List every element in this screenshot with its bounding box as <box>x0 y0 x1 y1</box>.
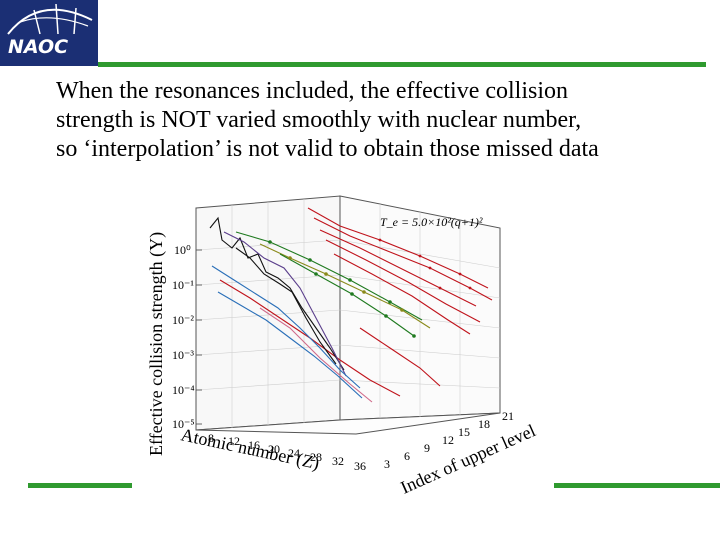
curve-green-1 <box>235 231 423 321</box>
logo-arcs-icon <box>7 3 93 35</box>
y-tick-label: 15 <box>458 425 470 439</box>
curve-blue-2 <box>217 291 363 399</box>
curve-olive-1 <box>259 243 431 329</box>
plot-grid <box>195 199 501 428</box>
bottom-right-green-rule <box>554 483 720 488</box>
y-tick-label: 18 <box>478 417 490 431</box>
x-tick-label: 28 <box>310 450 322 464</box>
caption-text: When the resonances included, the effect… <box>56 77 696 164</box>
x-tick-label: 16 <box>248 438 260 452</box>
z-tick-label: 10⁰ <box>174 243 191 257</box>
curve-black-1 <box>209 216 345 371</box>
y-tick-label: 9 <box>424 441 430 455</box>
z-axis-title: Effective collision strength (Υ) <box>146 232 167 456</box>
top-green-rule <box>98 62 706 67</box>
collision-strength-3d-plot: T_e = 5.0×10²(q+1)² 10⁰ 10⁻¹ 10⁻² 10⁻³ 1… <box>140 188 560 500</box>
data-curves <box>209 207 493 403</box>
x-tick-labels: 8 12 16 20 24 28 32 36 <box>208 431 366 473</box>
curve-red-5 <box>333 253 471 335</box>
x-tick-label: 32 <box>332 454 344 468</box>
naoc-logo: NAOC <box>0 0 98 66</box>
x-tick-label: 24 <box>288 446 300 460</box>
caption-line-1: When the resonances included, the effect… <box>56 78 569 104</box>
caption-line-2: strength is NOT varied smoothly with nuc… <box>56 107 582 133</box>
z-tick-label: 10⁻⁴ <box>172 383 195 397</box>
z-tick-label: 10⁻⁵ <box>172 417 195 431</box>
temperature-annotation: T_e = 5.0×10²(q+1)² <box>380 215 483 229</box>
plot-box <box>195 195 501 435</box>
curve-red-6 <box>359 327 441 387</box>
curve-pink-1 <box>259 307 373 403</box>
curve-purple-1 <box>223 231 347 377</box>
curve-red-3 <box>319 229 477 307</box>
z-tick-label: 10⁻² <box>172 313 194 327</box>
y-tick-labels: 3 6 9 12 15 18 21 <box>384 409 514 471</box>
plot-svg: T_e = 5.0×10²(q+1)² 10⁰ 10⁻¹ 10⁻² 10⁻³ 1… <box>146 195 539 498</box>
bottom-left-green-rule <box>28 483 132 488</box>
z-tick-label: 10⁻³ <box>172 348 194 362</box>
curve-blue-1 <box>211 265 361 389</box>
z-tick-labels: 10⁰ 10⁻¹ 10⁻² 10⁻³ 10⁻⁴ 10⁻⁵ <box>172 243 195 431</box>
curve-red-4 <box>325 239 481 323</box>
y-tick-label: 6 <box>404 449 410 463</box>
z-tick-marks <box>196 249 202 425</box>
y-tick-label: 12 <box>442 433 454 447</box>
caption-line-3: so ‘interpolation’ is not valid to obtai… <box>56 136 599 162</box>
curve-red-2 <box>313 217 493 301</box>
x-tick-label: 12 <box>228 434 240 448</box>
curve-red-1 <box>307 207 489 289</box>
z-tick-label: 10⁻¹ <box>172 278 194 292</box>
logo-text: NAOC <box>8 36 69 58</box>
x-tick-label: 36 <box>354 459 366 473</box>
x-tick-label: 20 <box>268 442 280 456</box>
curve-markers <box>268 238 472 338</box>
y-tick-label: 21 <box>502 409 514 423</box>
y-tick-label: 3 <box>384 457 390 471</box>
curve-black-2 <box>235 247 337 365</box>
x-tick-label: 8 <box>208 431 214 445</box>
